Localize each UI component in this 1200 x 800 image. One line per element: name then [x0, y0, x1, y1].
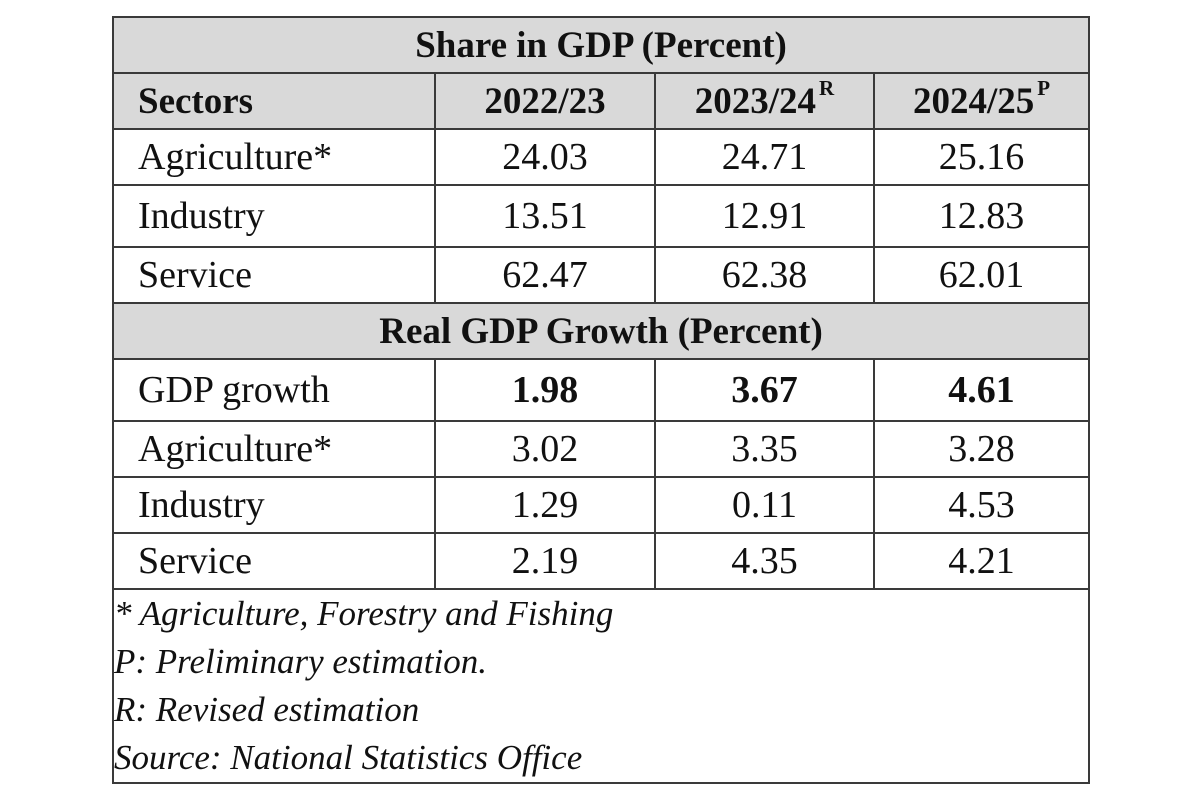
table-cell: 4.35 — [654, 532, 875, 590]
table-cell: 12.91 — [654, 184, 875, 248]
row-label: GDP growth — [112, 358, 436, 422]
table-cell: 4.53 — [872, 476, 1091, 534]
table-cell: 1.98 — [434, 358, 656, 422]
row-label: Service — [112, 532, 436, 590]
table-row: Service 2.19 4.35 4.21 — [112, 532, 1091, 590]
table-cell: 3.35 — [654, 420, 875, 478]
year-label: 2024/25 — [912, 80, 1035, 122]
note-source: Source: National Statistics Office — [114, 738, 583, 777]
table-row: Industry 1.29 0.11 4.53 — [112, 476, 1091, 534]
table-row: Service 62.47 62.38 62.01 — [112, 246, 1091, 304]
note-preliminary: P: Preliminary estimation. — [114, 642, 487, 681]
table-cell: 3.28 — [872, 420, 1091, 478]
table-cell: 25.16 — [872, 128, 1091, 186]
table-cell: 4.21 — [872, 532, 1091, 590]
table-cell: 62.47 — [434, 246, 656, 304]
table-cell: 0.11 — [654, 476, 875, 534]
table-cell: 24.71 — [654, 128, 875, 186]
note-agriculture: * Agriculture, Forestry and Fishing — [114, 594, 614, 633]
table-row: Industry 13.51 12.91 12.83 — [112, 184, 1091, 248]
preliminary-mark: P — [1037, 76, 1051, 101]
table-cell: 1.29 — [434, 476, 656, 534]
table-row: GDP growth 1.98 3.67 4.61 — [112, 358, 1091, 422]
year-label: 2023/24 — [694, 80, 817, 122]
revised-mark: R — [819, 76, 835, 101]
year-label: 2022/23 — [484, 80, 606, 122]
table-cell: 24.03 — [434, 128, 656, 186]
growth-title-row: Real GDP Growth (Percent) — [111, 302, 1091, 360]
header-year-2022: 2022/23 — [434, 72, 656, 130]
gdp-table: Share in GDP (Percent) Sectors 2022/23 2… — [111, 16, 1091, 784]
row-label: Industry — [112, 184, 436, 248]
header-row: Sectors 2022/23 2023/24 R 2024/25 P — [112, 72, 1091, 130]
note-revised: R: Revised estimation — [114, 690, 420, 729]
share-title: Share in GDP (Percent) — [111, 16, 1091, 74]
header-year-2024: 2024/25 P — [872, 72, 1091, 130]
share-title-row: Share in GDP (Percent) — [111, 16, 1091, 74]
header-year-2023: 2023/24 R — [654, 72, 875, 130]
table-cell: 62.38 — [654, 246, 875, 304]
table-cell: 3.67 — [654, 358, 875, 422]
row-label: Agriculture* — [112, 128, 436, 186]
table-cell: 3.02 — [434, 420, 656, 478]
table-row: Agriculture* 3.02 3.35 3.28 — [112, 420, 1091, 478]
notes-row: * Agriculture, Forestry and Fishing P: P… — [111, 588, 1091, 784]
table-cell: 12.83 — [872, 184, 1091, 248]
table-row: Agriculture* 24.03 24.71 25.16 — [112, 128, 1091, 186]
row-label: Industry — [112, 476, 436, 534]
table-notes: * Agriculture, Forestry and Fishing P: P… — [111, 588, 1091, 784]
header-sectors: Sectors — [112, 72, 436, 130]
table-cell: 13.51 — [434, 184, 656, 248]
row-label: Agriculture* — [112, 420, 436, 478]
row-label: Service — [112, 246, 436, 304]
table-cell: 4.61 — [872, 358, 1091, 422]
table-cell: 62.01 — [872, 246, 1091, 304]
growth-title: Real GDP Growth (Percent) — [111, 302, 1091, 360]
table-cell: 2.19 — [434, 532, 656, 590]
